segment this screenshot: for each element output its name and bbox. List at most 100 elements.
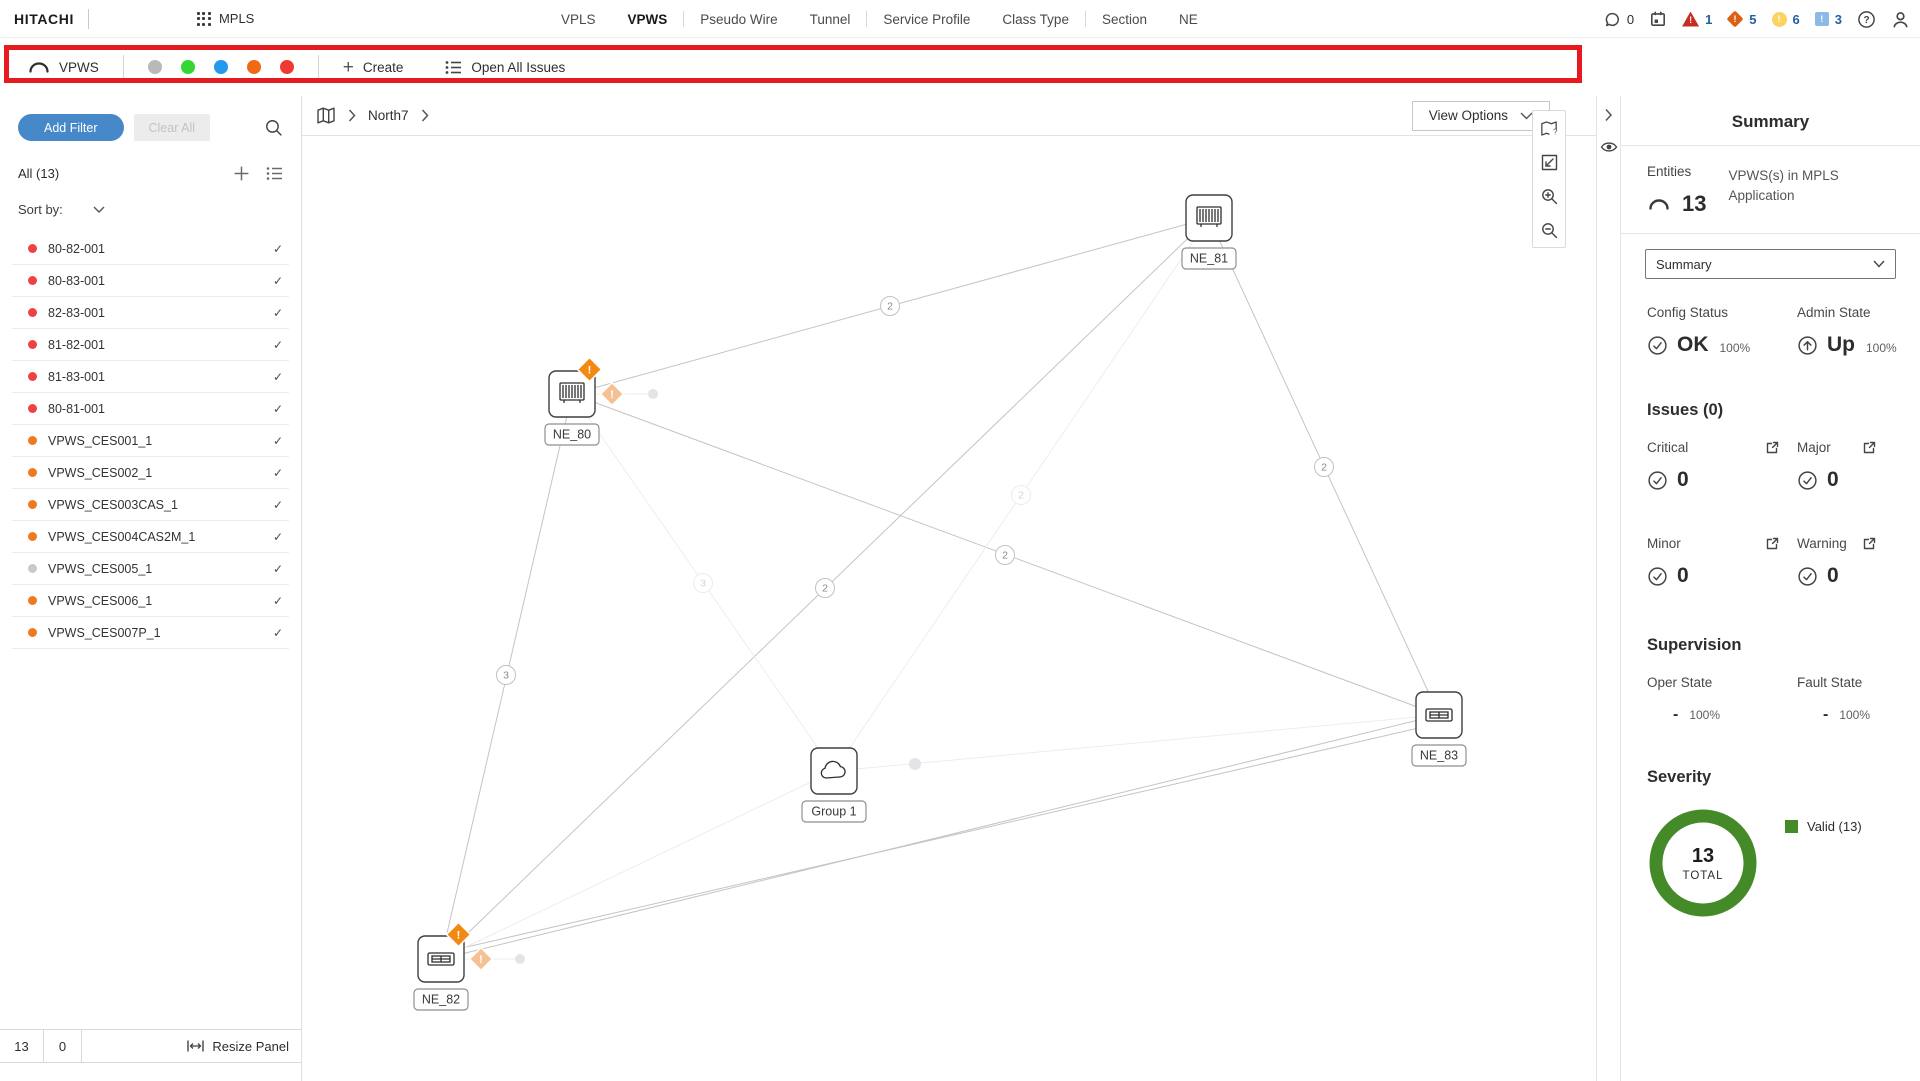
list-item[interactable]: 80-81-001 ✓	[12, 393, 289, 425]
app-launcher[interactable]: MPLS	[196, 11, 254, 26]
breadcrumb-node[interactable]: North7	[368, 108, 409, 123]
minor-label: Minor	[1647, 536, 1681, 551]
dropdown-value: Summary	[1656, 256, 1712, 272]
link-badge[interactable]: 2	[1314, 457, 1334, 477]
entities-count: 13	[1682, 191, 1707, 216]
critical-alert-indicator[interactable]: 1	[1682, 11, 1712, 27]
list-item[interactable]: 82-83-001 ✓	[12, 297, 289, 329]
open-all-issues-button[interactable]: Open All Issues	[445, 60, 565, 75]
open-minor-issues-link[interactable]	[1766, 537, 1779, 550]
tab-section[interactable]: Section	[1101, 11, 1147, 27]
link-badge-faded[interactable]: 3	[693, 573, 713, 593]
check-icon: ✓	[272, 497, 283, 512]
panel-title: Summary	[1621, 96, 1920, 146]
list-item[interactable]: VPWS_CES001_1 ✓	[12, 425, 289, 457]
severity-dot	[28, 244, 37, 253]
status-dot-orange[interactable]	[246, 60, 261, 74]
svg-text:3: 3	[503, 670, 509, 682]
list-item[interactable]: VPWS_CES002_1 ✓	[12, 457, 289, 489]
visibility-eye-icon[interactable]	[1600, 140, 1618, 154]
user-icon	[1893, 11, 1908, 27]
node-ne-83[interactable]: NE_83	[1411, 691, 1467, 767]
resize-icon	[187, 1040, 205, 1052]
svg-text:2: 2	[887, 301, 893, 313]
check-icon: ✓	[272, 401, 283, 416]
zoom-out-icon	[1541, 222, 1557, 238]
tab-class-type[interactable]: Class Type	[1002, 11, 1069, 27]
oper-state-block: Oper State - 100%	[1647, 675, 1797, 724]
node-ne-82[interactable]: ! NE_82	[413, 921, 472, 1011]
major-alert-indicator[interactable]: 5	[1726, 10, 1757, 28]
divider	[866, 11, 868, 27]
open-critical-issues-link[interactable]	[1766, 441, 1779, 454]
list-item[interactable]: 80-82-001 ✓	[12, 233, 289, 265]
tab-pseudo-wire[interactable]: Pseudo Wire	[700, 11, 778, 27]
zoom-out-button[interactable]	[1533, 213, 1565, 247]
status-dot-blue[interactable]	[213, 60, 228, 74]
svg-text:NE_82: NE_82	[422, 993, 460, 1007]
minor-alert-indicator[interactable]: 6	[1771, 11, 1800, 27]
link-badge[interactable]: 3	[496, 665, 516, 685]
severity-dot	[28, 564, 37, 573]
link-badge[interactable]: 2	[995, 545, 1015, 565]
calendar-button[interactable]	[1649, 10, 1667, 28]
svg-text:!: !	[457, 930, 461, 942]
tab-vpls[interactable]: VPLS	[561, 11, 596, 27]
secondary-count: 0	[44, 1030, 82, 1062]
search-button[interactable]	[264, 118, 283, 137]
open-all-issues-label: Open All Issues	[471, 59, 566, 75]
list-item[interactable]: 80-83-001 ✓	[12, 265, 289, 297]
tab-vpws[interactable]: VPWS	[627, 11, 668, 27]
add-group-icon[interactable]	[233, 165, 250, 182]
node-ne-81[interactable]: NE_81	[1181, 194, 1237, 270]
warning-alert-indicator[interactable]: 3	[1814, 12, 1842, 27]
collapse-panel-chevron[interactable]	[1604, 108, 1613, 122]
link-badge-faded[interactable]: 2	[1011, 485, 1031, 505]
list-item[interactable]: VPWS_CES005_1 ✓	[12, 553, 289, 585]
open-warning-issues-link[interactable]	[1863, 537, 1876, 550]
clear-all-button[interactable]: Clear All	[133, 114, 211, 141]
list-item[interactable]: 81-82-001 ✓	[12, 329, 289, 361]
item-name: 81-82-001	[48, 337, 105, 352]
messages-indicator[interactable]: 0	[1604, 11, 1634, 28]
fit-to-screen-button[interactable]	[1533, 145, 1565, 179]
status-dot-gray[interactable]	[147, 60, 162, 74]
topology-map: ! ! 2 2 2 2	[413, 194, 1467, 1011]
link-badge[interactable]: 2	[815, 578, 835, 598]
status-dot-green[interactable]	[180, 60, 195, 74]
app-header: HITACHI MPLS VPLS VPWS Pseudo Wire Tunne…	[0, 0, 1920, 38]
view-options-button[interactable]: View Options	[1411, 100, 1550, 131]
summary-view-dropdown[interactable]: Summary	[1645, 249, 1896, 279]
zoom-in-button[interactable]	[1533, 179, 1565, 213]
list-item[interactable]: VPWS_CES004CAS2M_1 ✓	[12, 521, 289, 553]
list-item[interactable]: VPWS_CES003CAS_1 ✓	[12, 489, 289, 521]
item-name: VPWS_CES004CAS2M_1	[48, 529, 196, 544]
message-count: 0	[1626, 11, 1635, 27]
link-badge[interactable]: 2	[880, 296, 900, 316]
help-button[interactable]: ?	[1857, 10, 1876, 29]
sort-by-control[interactable]: Sort by:	[18, 202, 283, 217]
node-ne-80[interactable]: ! NE_80	[544, 356, 603, 446]
list-view-icon[interactable]	[266, 166, 283, 181]
check-icon: ✓	[272, 593, 283, 608]
add-filter-button[interactable]: Add Filter	[18, 114, 124, 141]
svg-text:!: !	[479, 954, 483, 966]
list-item[interactable]: VPWS_CES006_1 ✓	[12, 585, 289, 617]
severity-dot	[28, 500, 37, 509]
zoom-in-icon	[1541, 188, 1557, 204]
resize-panel-handle[interactable]: Resize Panel	[187, 1030, 301, 1062]
map-icon[interactable]	[316, 106, 336, 125]
topology-canvas: North7 View Options ?	[302, 96, 1596, 1081]
open-major-issues-link[interactable]	[1863, 441, 1876, 454]
list-item[interactable]: VPWS_CES007P_1 ✓	[12, 617, 289, 649]
user-menu[interactable]	[1891, 10, 1910, 29]
status-dot-red[interactable]	[279, 60, 294, 74]
node-group-1[interactable]: Group 1	[801, 747, 867, 823]
list-item[interactable]: 81-83-001 ✓	[12, 361, 289, 393]
overview-map-button[interactable]: ?	[1533, 111, 1565, 145]
tab-service-profile[interactable]: Service Profile	[883, 11, 971, 27]
tab-tunnel[interactable]: Tunnel	[809, 11, 851, 27]
create-button[interactable]: + Create	[343, 58, 404, 77]
entity-type-selector[interactable]: VPWS	[28, 60, 99, 75]
tab-ne[interactable]: NE	[1178, 11, 1198, 27]
